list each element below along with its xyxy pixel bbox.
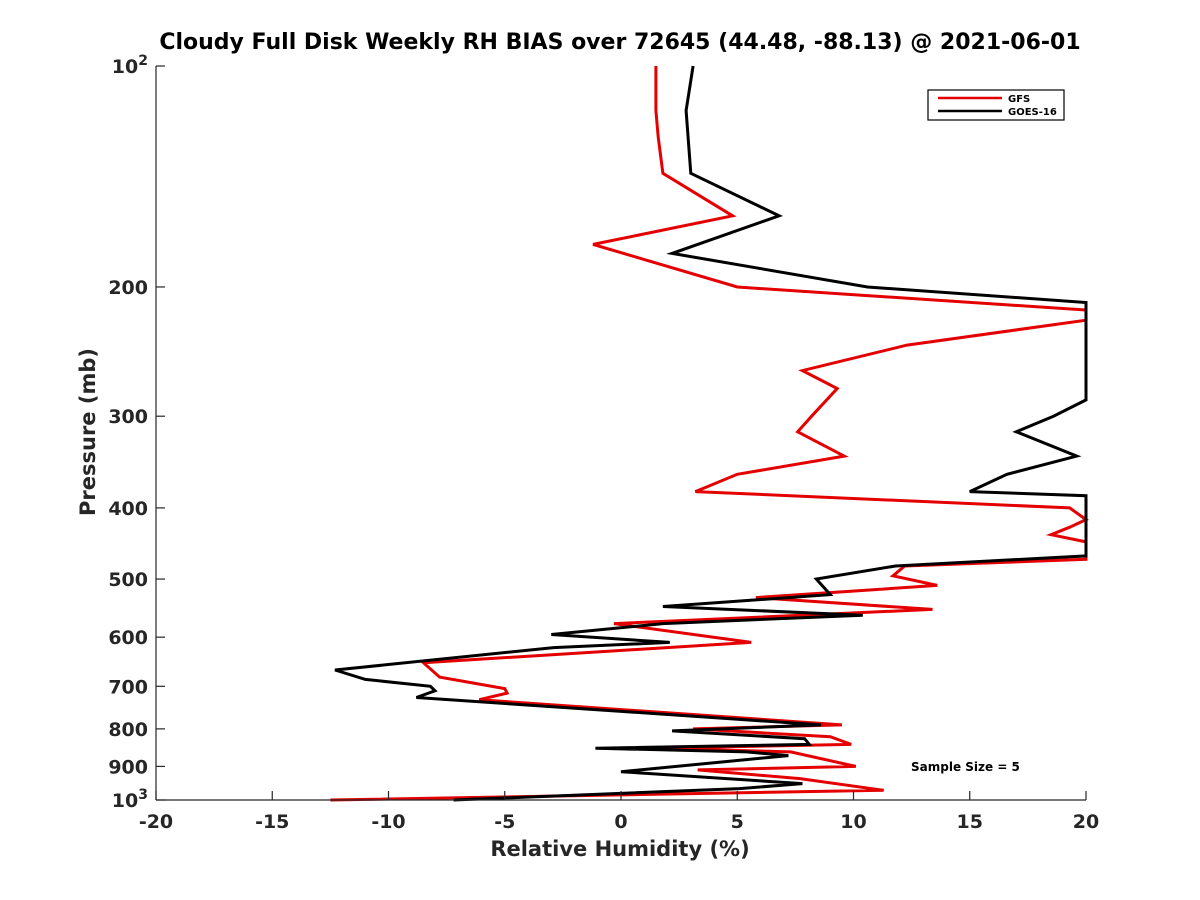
y-tick-label: 900: [108, 756, 148, 778]
y-tick-label: 800: [108, 719, 148, 741]
x-tick-label: -5: [494, 811, 515, 833]
y-tick-label: 300: [108, 406, 148, 428]
y-tick-label: 103: [112, 787, 148, 812]
x-tick-label: -20: [139, 811, 173, 833]
sample-size-note: Sample Size = 5: [911, 760, 1020, 774]
legend-label-goes16: GOES-16: [1008, 107, 1057, 118]
y-tick-label: 700: [108, 676, 148, 698]
x-tick-label: -15: [255, 811, 289, 833]
y-tick-label: 200: [108, 277, 148, 299]
y-tick-label: 400: [108, 498, 148, 520]
chart-title: Cloudy Full Disk Weekly RH BIAS over 726…: [159, 30, 1081, 55]
x-tick-label: 10: [840, 811, 866, 833]
y-tick-label: 102: [112, 53, 148, 78]
x-axis-label: Relative Humidity (%): [490, 837, 749, 861]
legend-box: [927, 89, 1065, 121]
y-tick-label: 500: [108, 569, 148, 591]
y-tick-label: 600: [108, 627, 148, 649]
x-tick-label: 5: [731, 811, 744, 833]
x-tick-label: 20: [1073, 811, 1099, 833]
y-axis-label: Pressure (mb): [76, 348, 100, 516]
series-line-gfs: [330, 66, 1089, 802]
x-tick-label: 15: [957, 811, 983, 833]
legend: GFS GOES-16: [927, 89, 1065, 121]
x-tick-label: -10: [371, 811, 405, 833]
x-tick-label: 0: [614, 811, 627, 833]
legend-label-gfs: GFS: [1008, 94, 1030, 105]
series-line-goes16: [334, 65, 1088, 802]
